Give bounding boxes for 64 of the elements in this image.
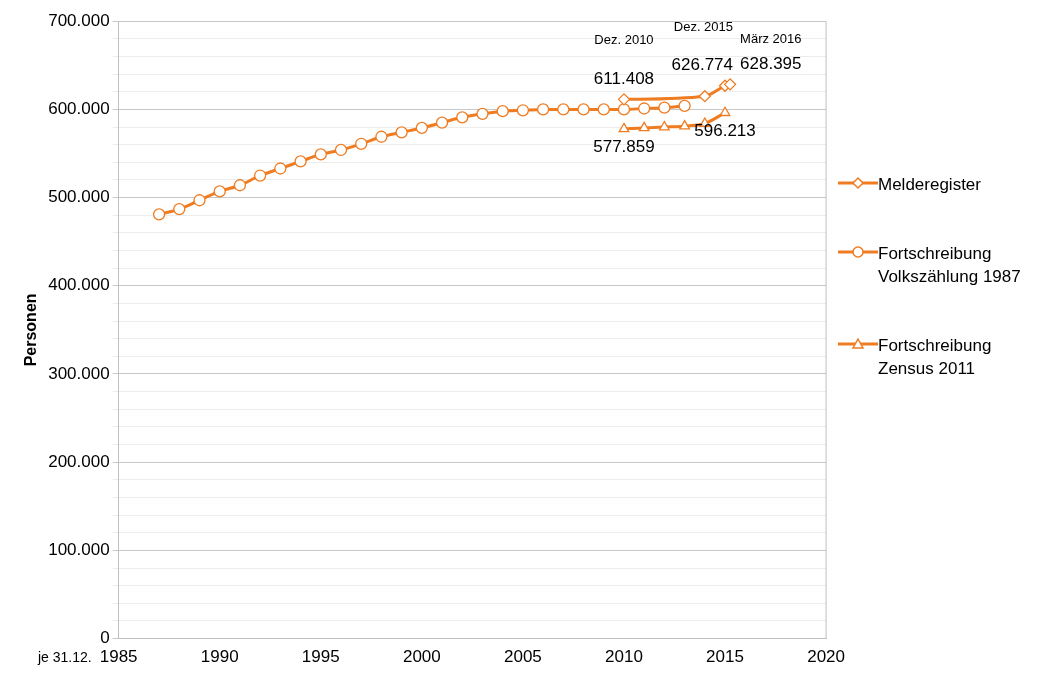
data-label: 596.213 [694,120,756,140]
point [355,137,368,150]
y-tick-label: 200.000 [48,451,110,471]
x-tick-label: 2020 [807,647,845,667]
y-tick-label: 700.000 [48,10,110,30]
point [577,103,590,116]
point [617,93,631,106]
point [233,179,247,192]
point [173,202,186,216]
y-tick-label: 100.000 [48,540,110,560]
point [658,120,670,131]
point [698,90,711,103]
point [658,101,671,114]
data-label: 628.395 [740,53,802,73]
annotation: März 2016 [740,31,802,47]
x-tick-label: 1985 [99,647,138,667]
y-tick-label: 400.000 [48,275,110,295]
legend-label: Fortschreibung Zensus 2011 [878,335,993,380]
point [638,102,651,115]
point [723,78,737,91]
point [334,143,348,157]
point [597,103,610,116]
annotation: Dez. 2015 [673,18,734,34]
legend-label: Melderegister [878,174,982,196]
annotation: Dez. 2010 [594,32,654,48]
y-axis-title: Personen [22,293,40,367]
point [678,99,691,113]
x-tick-label: 1995 [301,647,340,667]
point [476,107,489,120]
y-tick-label: 300.000 [48,363,110,383]
point [536,103,550,116]
point [618,122,630,133]
y-tick-label: 500.000 [48,187,110,207]
point [557,103,570,116]
point [294,155,307,168]
x-tick-label: 2005 [503,647,542,667]
x-tick-label: 1990 [200,647,239,667]
point [193,194,206,207]
point [152,208,166,221]
point [516,104,530,117]
y-tick-label: 600.000 [48,99,110,119]
point [375,130,388,143]
data-label: 577.859 [593,137,655,157]
point [435,116,449,129]
x-tick-label: 2000 [402,647,441,667]
point [638,121,650,132]
legend-label: Fortschreibung Volkszählung 1987 [878,243,1022,288]
point [274,162,287,175]
y-tick-label: 0 [100,628,110,648]
point [395,126,408,139]
x-tick-label: 2015 [706,647,744,667]
point [456,111,469,124]
data-label: 611.408 [593,68,655,88]
point [415,121,428,135]
point [719,106,731,117]
point [213,185,226,198]
point [314,148,327,161]
x-tick-label: 2010 [605,647,643,667]
point [253,169,267,182]
data-label: 626.774 [671,54,734,74]
point [617,103,631,116]
x-axis-title: je 31.12. [37,649,92,666]
point [496,105,509,118]
point [679,120,691,130]
